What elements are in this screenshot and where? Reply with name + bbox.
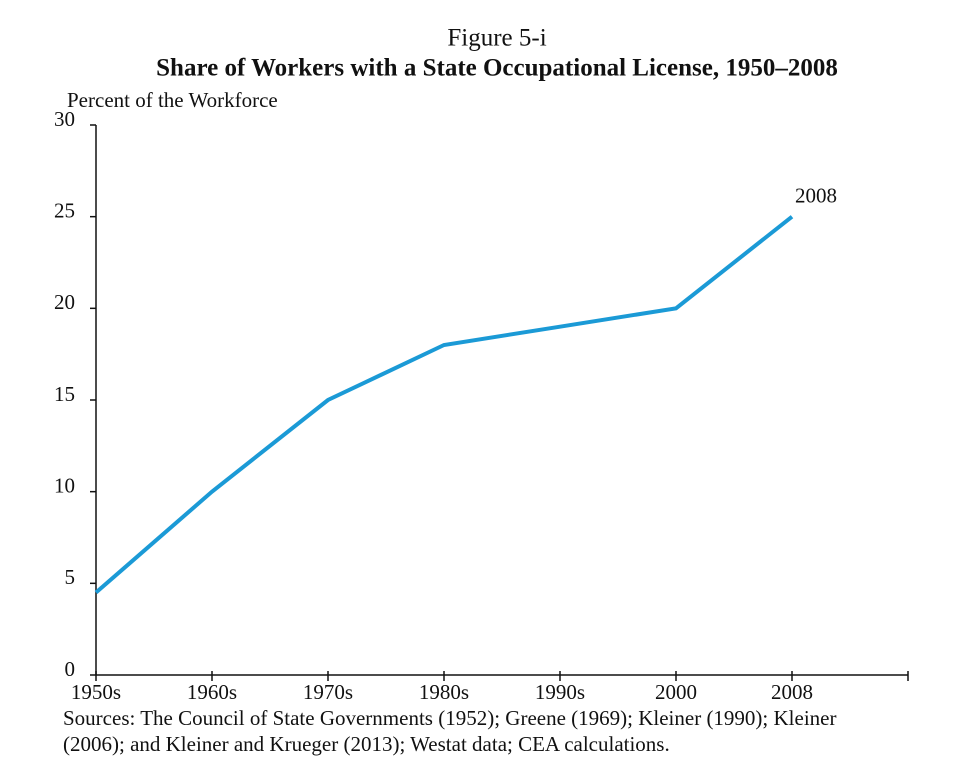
x-tick-label: 2000 bbox=[655, 680, 697, 704]
y-tick-label: 5 bbox=[65, 565, 76, 589]
x-tick-label: 1970s bbox=[303, 680, 353, 704]
chart-subtitle: Share of Workers with a State Occupation… bbox=[156, 55, 838, 82]
x-tick-label: 1950s bbox=[71, 680, 121, 704]
x-tick-label: 1960s bbox=[187, 680, 237, 704]
source-line: Sources: The Council of State Government… bbox=[63, 706, 836, 730]
annotation: 2008 bbox=[795, 183, 837, 207]
x-tick-label: 1980s bbox=[419, 680, 469, 704]
data-line bbox=[94, 215, 794, 595]
y-tick-label: 20 bbox=[54, 290, 75, 314]
y-tick-label: 0 bbox=[65, 657, 76, 681]
x-tick-label: 1990s bbox=[535, 680, 585, 704]
x-tick-label: 2008 bbox=[771, 680, 813, 704]
y-axis-label: Percent of the Workforce bbox=[67, 88, 278, 112]
chart-title: Figure 5-i bbox=[447, 25, 546, 52]
y-tick-label: 25 bbox=[54, 198, 75, 222]
y-tick-label: 15 bbox=[54, 382, 75, 406]
y-tick-label: 10 bbox=[54, 473, 75, 497]
source-line: (2006); and Kleiner and Krueger (2013); … bbox=[63, 732, 670, 756]
y-tick-label: 30 bbox=[54, 107, 75, 131]
